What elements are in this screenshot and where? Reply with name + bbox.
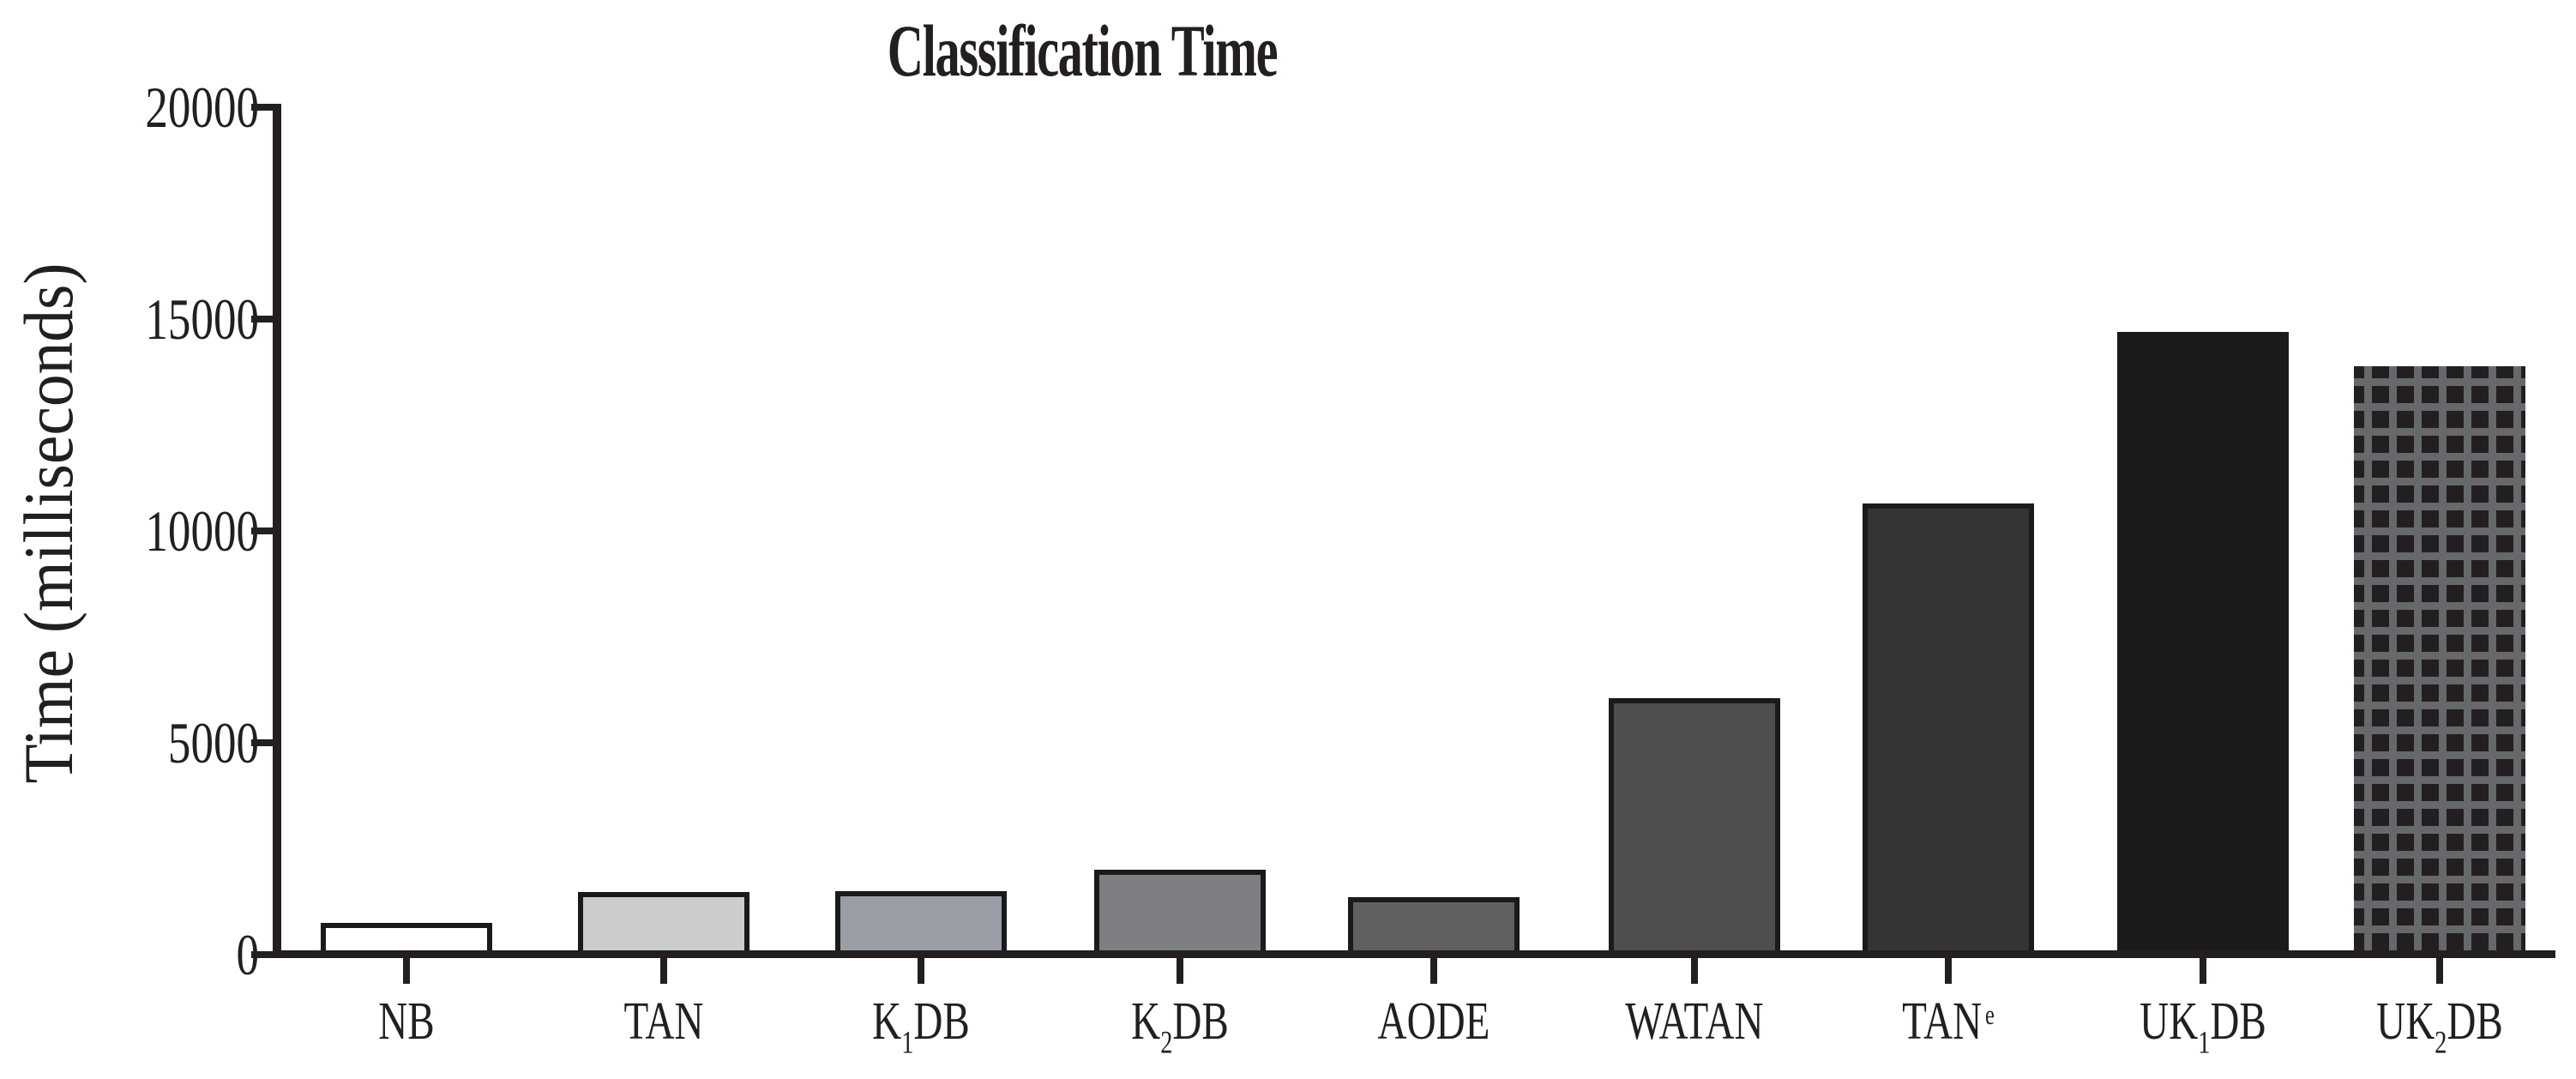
bar-watan: [1609, 698, 1780, 955]
x-label-tan-e: TAN e: [1844, 995, 2052, 1048]
x-label-k1db: K1DB: [816, 995, 1025, 1059]
x-label-part: 2: [2435, 1025, 2447, 1061]
x-label-part: 1: [901, 1025, 914, 1061]
x-tick-tan: [660, 955, 667, 984]
x-label-part: UK: [2376, 992, 2435, 1051]
y-axis-title: Time (milliseconds): [9, 262, 87, 784]
bar-uk2db: [2354, 366, 2525, 955]
bar-nb: [321, 923, 492, 955]
bar-tan: [578, 892, 749, 955]
x-label-part: K: [872, 992, 902, 1051]
y-tick-label-0: 0: [236, 922, 259, 987]
chart-title: Classification Time: [887, 9, 1279, 92]
x-label-part: DB: [913, 992, 970, 1051]
x-axis-line: [273, 950, 2555, 958]
x-label-part: 2: [1160, 1025, 1173, 1061]
x-tick-nb: [403, 955, 410, 984]
x-label-part: WATAN: [1625, 992, 1764, 1051]
y-tick-10000: [251, 527, 274, 534]
x-label-uk2db: UK2DB: [2335, 995, 2543, 1059]
y-tick-5000: [251, 739, 274, 746]
x-label-part: NB: [378, 992, 435, 1051]
y-tick-20000: [251, 104, 274, 111]
x-tick-tan-e: [1945, 955, 1952, 984]
x-tick-k2db: [1177, 955, 1183, 984]
x-tick-watan: [1691, 955, 1698, 984]
x-label-tan: TAN: [559, 995, 767, 1048]
x-label-part: UK: [2140, 992, 2199, 1051]
x-tick-uk2db: [2436, 955, 2443, 984]
bar-k1db: [835, 891, 1007, 955]
bar-aode: [1348, 897, 1520, 955]
x-label-part: 1: [2198, 1025, 2211, 1061]
x-label-part: DB: [2210, 992, 2266, 1051]
x-tick-k1db: [918, 955, 924, 984]
y-tick-label-5000: 5000: [167, 710, 259, 775]
x-label-nb: NB: [302, 995, 510, 1048]
x-label-aode: AODE: [1329, 995, 1538, 1048]
x-tick-aode: [1430, 955, 1437, 984]
x-label-part: AODE: [1377, 992, 1490, 1051]
x-tick-uk1db: [2200, 955, 2206, 984]
y-tick-0: [251, 951, 274, 958]
x-label-uk1db: UK1DB: [2098, 995, 2307, 1059]
x-label-part: e: [1984, 999, 1995, 1031]
x-label-part: DB: [1172, 992, 1229, 1051]
x-label-k2db: K2DB: [1075, 995, 1284, 1059]
bar-k2db: [1094, 870, 1266, 955]
x-label-part: K: [1131, 992, 1161, 1051]
y-tick-15000: [251, 316, 274, 322]
y-tick-label-20000: 20000: [145, 75, 259, 140]
y-tick-label-10000: 10000: [145, 498, 259, 564]
x-label-part: TAN: [623, 992, 704, 1051]
x-label-part: DB: [2447, 992, 2503, 1051]
bar-tan-e: [1863, 503, 2034, 955]
bar-uk1db: [2117, 332, 2289, 955]
y-axis-line: [273, 104, 281, 958]
x-label-watan: WATAN: [1590, 995, 1798, 1048]
x-label-part: TAN: [1902, 992, 1983, 1051]
y-tick-label-15000: 15000: [145, 286, 259, 352]
